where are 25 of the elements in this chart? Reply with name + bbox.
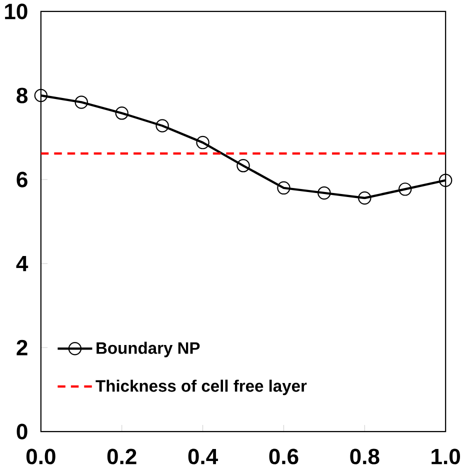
x-tick-label: 0.2 (108, 448, 136, 464)
x-tick-label: 0.4 (188, 448, 218, 464)
x-tick-label: 0.6 (269, 448, 298, 464)
legend-label: Thickness of cell free layer (96, 380, 307, 396)
y-tick-label: 0 (17, 424, 28, 440)
point (34, 88, 48, 102)
y-tick-label: 6 (16, 172, 28, 188)
x-tick-label: 0.8 (350, 448, 380, 464)
y-tick-label: 8 (16, 88, 28, 104)
legend-label: Boundary NP (96, 342, 200, 358)
y-tick-label: 4 (16, 256, 28, 272)
point (318, 186, 332, 200)
point (277, 181, 291, 195)
point (236, 159, 250, 172)
point (196, 136, 210, 150)
y-tick-label: 2 (16, 340, 28, 356)
x-tick-label: 0.0 (26, 448, 56, 464)
point (74, 96, 88, 109)
point (398, 182, 412, 196)
point (115, 106, 129, 120)
x-tick-label: 1.0 (432, 448, 460, 464)
point (156, 119, 170, 132)
point (358, 191, 372, 205)
y-tick-label: 10 (5, 4, 28, 20)
point (439, 174, 452, 187)
